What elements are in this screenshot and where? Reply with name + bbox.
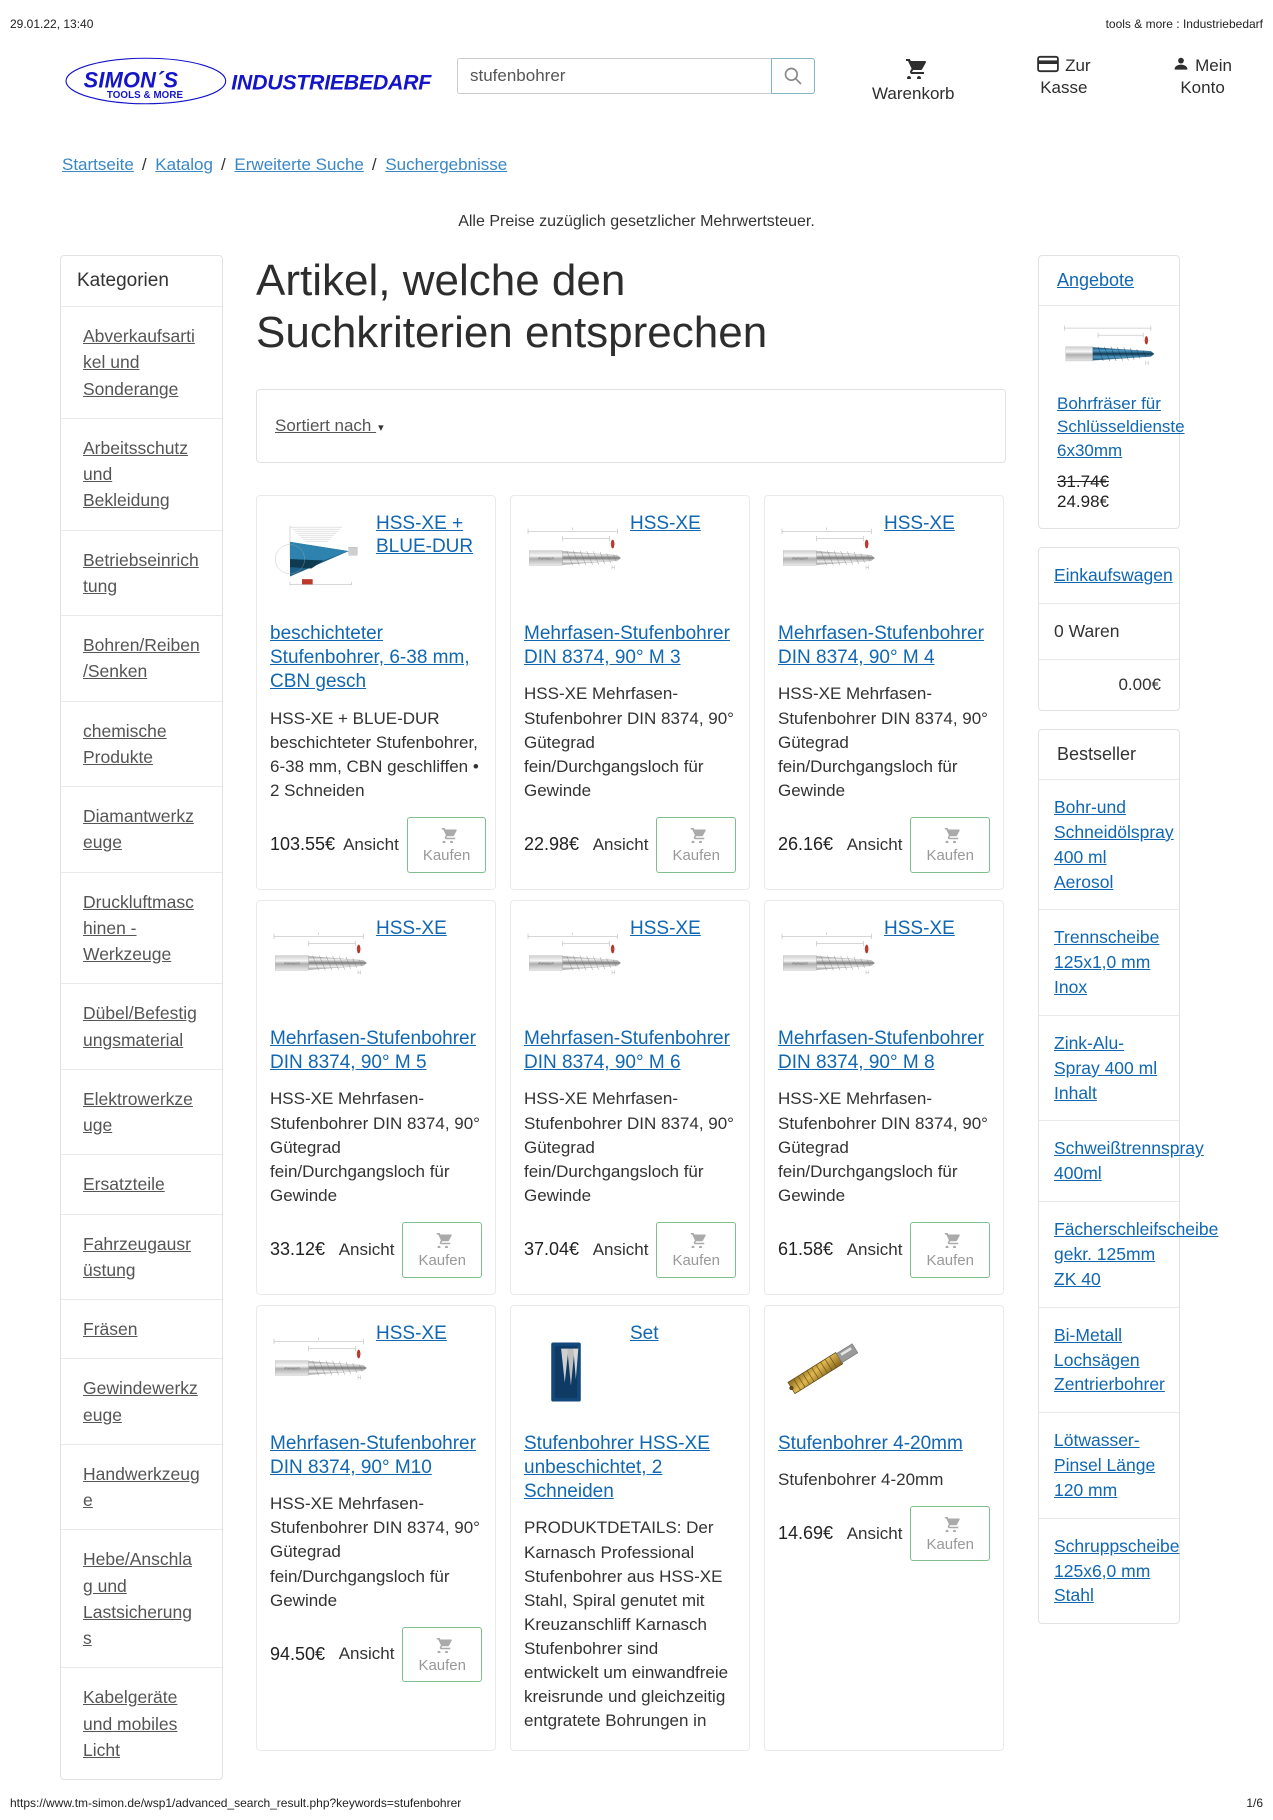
svg-text:INDUSTRIEBEDARF: INDUSTRIEBEDARF — [231, 70, 432, 94]
svg-text:TOOLS & MORE: TOOLS & MORE — [107, 90, 184, 101]
svg-text:SIMON´S: SIMON´S — [84, 68, 179, 93]
